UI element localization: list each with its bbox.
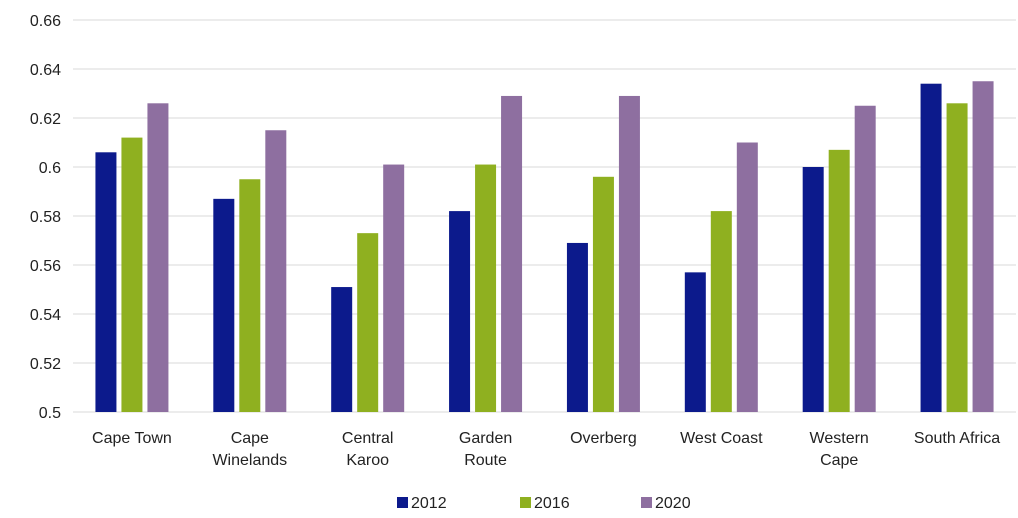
x-tick-label-line: Overberg	[570, 430, 637, 447]
bar-2016	[239, 179, 261, 412]
y-tick-label: 0.52	[30, 356, 61, 373]
x-axis: Cape Town Cape Winelands Central Karoo Garden…	[92, 430, 1000, 469]
bar-2012	[449, 211, 471, 412]
x-tick-label-line: Winelands	[212, 452, 287, 469]
x-tick-label-line: Cape	[820, 452, 858, 469]
bar-2016	[121, 137, 143, 412]
bars	[95, 81, 994, 413]
legend: 2012 2016 2020	[397, 495, 691, 512]
bar-2020	[501, 95, 523, 412]
bar-2012	[920, 83, 942, 412]
y-tick-label: 0.5	[39, 405, 61, 422]
bar-2012	[213, 198, 235, 412]
bar-2020	[618, 95, 640, 412]
legend-swatch-2020	[641, 497, 652, 508]
bar-2012	[802, 167, 824, 412]
x-tick-label-line: Karoo	[346, 452, 389, 469]
y-tick-label: 0.54	[30, 307, 61, 324]
bar-2016	[946, 103, 968, 413]
bar-2016	[710, 211, 732, 412]
x-tick-label-line: Central	[342, 430, 394, 447]
legend-label: 2016	[534, 495, 570, 512]
x-tick-label: Central Karoo	[342, 430, 394, 469]
x-tick-label: South Africa	[914, 430, 1000, 447]
legend-swatch-2012	[397, 497, 408, 508]
y-tick-label: 0.66	[30, 13, 61, 30]
legend-label: 2020	[655, 495, 691, 512]
bar-2020	[265, 130, 287, 412]
x-tick-label-line: Cape Town	[92, 430, 172, 447]
bar-2020	[383, 164, 405, 412]
bar-2012	[684, 272, 706, 412]
x-tick-label-line: South Africa	[914, 430, 1000, 447]
bar-2020	[972, 81, 994, 412]
x-tick-label-line: Route	[464, 452, 507, 469]
x-tick-label-line: Cape	[231, 430, 269, 447]
x-tick-label: Western Cape	[810, 430, 869, 469]
y-tick-label: 0.58	[30, 209, 61, 226]
x-tick-label: Garden Route	[459, 430, 512, 469]
bar-2016	[475, 164, 497, 412]
bar-2020	[854, 105, 876, 412]
y-tick-label: 0.6	[39, 160, 61, 177]
bar-2012	[566, 242, 588, 412]
bar-2016	[357, 233, 379, 412]
bar-2016	[828, 149, 850, 412]
bar-2012	[95, 152, 117, 413]
y-tick-label: 0.64	[30, 62, 61, 79]
bar-2020	[736, 142, 758, 412]
x-tick-label: Overberg	[570, 430, 637, 447]
bar-2016	[592, 176, 614, 412]
legend-swatch-2016	[520, 497, 531, 508]
x-tick-label-line: West Coast	[680, 430, 763, 447]
y-tick-label: 0.62	[30, 111, 61, 128]
x-tick-label-line: Garden	[459, 430, 512, 447]
y-axis: 0.5 0.52 0.54 0.56 0.58 0.6 0.62 0.64 0.66	[30, 13, 61, 422]
bar-2012	[331, 287, 353, 412]
x-tick-label: West Coast	[680, 430, 763, 447]
x-tick-label: Cape Winelands	[212, 430, 287, 469]
legend-label: 2012	[411, 495, 447, 512]
y-tick-label: 0.56	[30, 258, 61, 275]
x-tick-label: Cape Town	[92, 430, 172, 447]
bar-2020	[147, 103, 169, 413]
x-tick-label-line: Western	[810, 430, 869, 447]
